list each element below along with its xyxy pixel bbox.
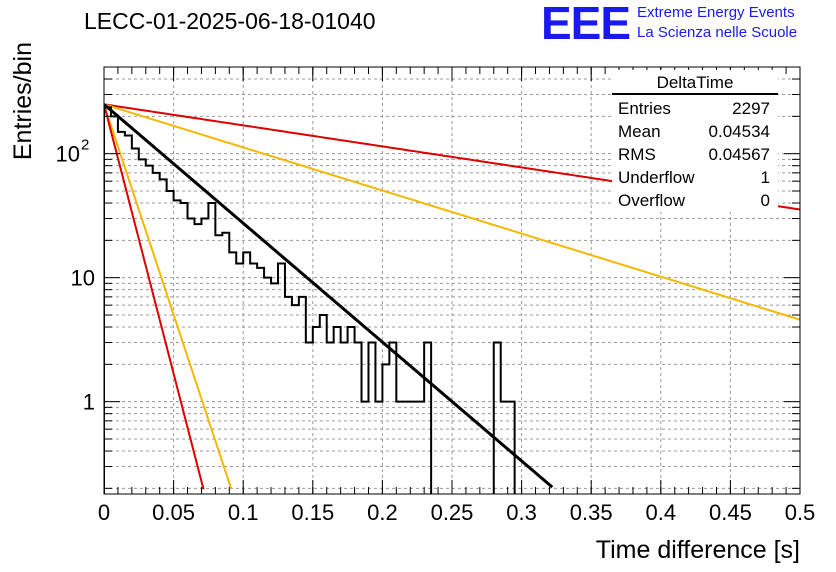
stats-row-overflow: Overflow 0 (612, 189, 778, 212)
stats-value: 0.04567 (708, 145, 770, 164)
stats-row-underflow: Underflow 1 (612, 166, 778, 189)
x-tick-label: 0 (98, 500, 110, 525)
stats-value: 0 (760, 191, 770, 210)
x-tick-label: 0.2 (367, 500, 398, 525)
stats-value: 2297 (732, 99, 770, 118)
histogram-steps (104, 106, 516, 494)
stats-value: 1 (760, 168, 770, 187)
bound-curve (104, 103, 800, 321)
y-tick-label: 1 (83, 390, 95, 415)
y-tick-label: 10 (56, 142, 80, 167)
stats-label: Mean (618, 122, 661, 141)
tick-labels: 0 0.05 0.1 0.15 0.2 0.25 0.3 0.35 0.4 0.45 0.51101… (56, 137, 816, 525)
x-tick-label: 0.1 (228, 500, 259, 525)
bound-curve (104, 104, 233, 490)
x-tick-label: 0.4 (646, 500, 677, 525)
x-axis-label: Time difference [s] (596, 536, 800, 564)
stats-box: DeltaTime Entries 2297 Mean 0.04534 RMS … (612, 70, 778, 212)
stats-value: 0.04534 (708, 122, 770, 141)
stats-label: Overflow (618, 191, 686, 210)
chart-title: LECC-01-2025-06-18-01040 (84, 8, 376, 34)
stats-label: RMS (618, 145, 656, 164)
histogram (104, 106, 516, 494)
x-tick-label: 0.3 (506, 500, 537, 525)
x-tick-label: 0.25 (431, 500, 474, 525)
x-tick-label: 0.15 (291, 500, 334, 525)
x-tick-label: 0.05 (152, 500, 195, 525)
stats-label: Entries (618, 99, 671, 118)
x-tick-label: 0.35 (570, 500, 613, 525)
bound-curve (104, 104, 205, 490)
logo-line-2: La Scienza nelle Scuole (637, 24, 798, 41)
logo-line-1: Extreme Energy Events (637, 4, 795, 21)
stats-row-entries: Entries 2297 (612, 97, 778, 120)
stats-row-mean: Mean 0.04534 (612, 120, 778, 143)
y-tick-label: 10 (71, 266, 95, 291)
y-axis-label: Entries/bin (9, 42, 37, 160)
fit-curve (104, 103, 554, 489)
stats-title: DeltaTime (612, 70, 778, 95)
stats-label: Underflow (618, 168, 695, 187)
y-tick-exponent: 2 (81, 137, 89, 154)
stats-row-rms: RMS 0.04567 (612, 143, 778, 166)
x-tick-label: 0.5 (785, 500, 816, 525)
eee-logo: EEE (541, 0, 631, 49)
x-tick-label: 0.45 (709, 500, 752, 525)
fit-curve-group (104, 103, 554, 489)
